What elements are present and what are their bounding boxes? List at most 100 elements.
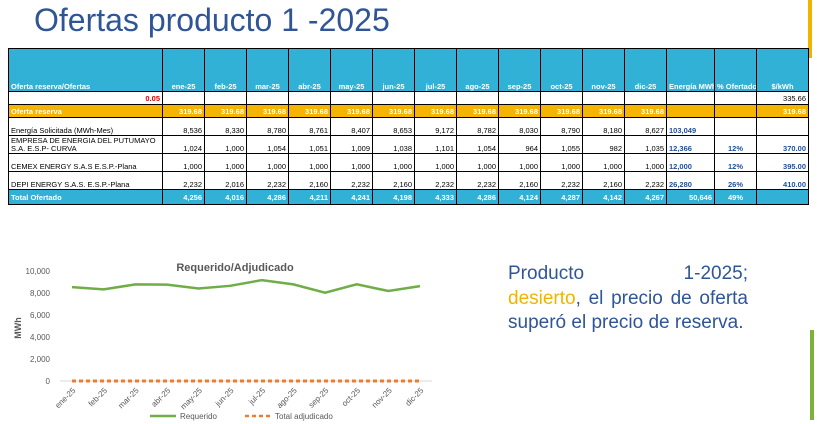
empty-cell — [540, 91, 583, 105]
offer-value: 2,160 — [498, 171, 541, 190]
requested-value: 8,180 — [582, 117, 625, 136]
callout-word-code: 1-2025; — [683, 263, 748, 284]
page-title: Ofertas producto 1 -2025 — [34, 2, 390, 38]
total-value: 4,267 — [624, 189, 667, 205]
total-value: 4,287 — [540, 189, 583, 205]
reserve-value: 319.68 — [414, 104, 457, 118]
offer-value: 2,232 — [246, 171, 289, 190]
offer-price: 370.00 — [756, 135, 809, 154]
offer-value: 2,232 — [330, 171, 373, 190]
offer-price: 410.00 — [756, 171, 809, 190]
y-tick-label: 2,000 — [30, 355, 51, 364]
offer-value: 2,160 — [288, 171, 331, 190]
reserve-value: 319.68 — [498, 104, 541, 118]
offer-total: 12,000 — [666, 153, 715, 172]
offer-value: 2,232 — [414, 171, 457, 190]
x-tick-label: sep-25 — [307, 386, 331, 410]
header-month: abr-25 — [288, 48, 331, 92]
empty-cell — [582, 91, 625, 105]
x-tick-label: abr-25 — [150, 386, 173, 409]
header-month: mar-25 — [246, 48, 289, 92]
x-tick-label: nov-25 — [370, 386, 394, 410]
requested-value: 8,780 — [246, 117, 289, 136]
callout-rest: , el precio de oferta superó el precio d… — [508, 287, 748, 334]
reserve-value: 319.68 — [288, 104, 331, 118]
offer-name: EMPRESA DE ENERGIA DEL PUTUMAYO S.A. E.S… — [8, 135, 163, 154]
reserve-label: Oferta reserva — [8, 104, 163, 118]
accent-bar-green — [810, 330, 814, 420]
header-month: ene-25 — [162, 48, 205, 92]
total-value: 4,286 — [456, 189, 499, 205]
header-month: feb-25 — [204, 48, 247, 92]
x-tick-label: oct-25 — [340, 386, 362, 408]
empty-cell — [246, 91, 289, 105]
total-value: 4,256 — [162, 189, 205, 205]
x-tick-label: ago-25 — [275, 386, 299, 410]
total-value: 4,124 — [498, 189, 541, 205]
reserve-value: 319.68 — [204, 104, 247, 118]
empty-cell — [414, 91, 457, 105]
requested-value: 8,407 — [330, 117, 373, 136]
empty-cell — [498, 91, 541, 105]
header-month: jul-25 — [414, 48, 457, 92]
header-month: oct-25 — [540, 48, 583, 92]
x-tick-label: jul-25 — [246, 386, 267, 407]
legend-label: Requerido — [180, 412, 217, 421]
header-month: ago-25 — [456, 48, 499, 92]
reserve-value: 319.68 — [624, 104, 667, 118]
offer-value: 964 — [498, 135, 541, 154]
y-tick-label: 6,000 — [30, 311, 51, 320]
reserve-value: 319.68 — [540, 104, 583, 118]
offer-value: 1,000 — [540, 153, 583, 172]
offer-value: 982 — [582, 135, 625, 154]
total-label: Total Ofertado — [8, 189, 163, 205]
y-tick-label: 4,000 — [30, 333, 51, 342]
empty-cell — [714, 104, 757, 118]
total-row: Total Ofertado 4,256 4,016 4,286 4,211 4,241 4… — [8, 189, 809, 205]
header-price: $/kWh — [756, 48, 809, 92]
header-month: dic-25 — [624, 48, 667, 92]
empty-cell — [756, 189, 809, 205]
header-energia: Energía MWh-Año — [666, 48, 715, 92]
offer-value: 1,024 — [162, 135, 205, 154]
offer-pct: 12% — [714, 153, 757, 172]
offer-name: DEPI ENERGY S.A.S. E.S.P.-Plana — [8, 171, 163, 190]
x-tick-label: dic-25 — [404, 386, 426, 408]
factor-price: 335.66 — [756, 91, 809, 105]
empty-cell — [714, 117, 757, 136]
callout-text: Producto 1-2025; desierto, el precio de … — [508, 262, 748, 336]
y-tick-label: 8,000 — [30, 289, 51, 298]
y-axis-label: MWh — [13, 317, 23, 339]
offer-value: 1,000 — [288, 153, 331, 172]
reserve-value: 319.68 — [456, 104, 499, 118]
total-value: 4,286 — [246, 189, 289, 205]
offer-value: 1,054 — [456, 135, 499, 154]
requested-total: 103,049 — [666, 117, 715, 136]
offer-value: 1,000 — [456, 153, 499, 172]
offer-name: CEMEX ENERGY S.A.S E.S.P.-Plana — [8, 153, 163, 172]
offers-table: Oferta reserva/Ofertas ene-25 feb-25 mar-25… — [8, 48, 809, 205]
offer-value: 1,035 — [624, 135, 667, 154]
offer-row: CEMEX ENERGY S.A.S E.S.P.-Plana 1,000 1,00… — [8, 153, 809, 172]
offer-value: 2,232 — [624, 171, 667, 190]
total-energy: 50,646 — [666, 189, 715, 205]
offer-value: 1,000 — [582, 153, 625, 172]
empty-cell — [330, 91, 373, 105]
callout-highlight: desierto — [508, 287, 576, 309]
empty-cell — [456, 91, 499, 105]
empty-cell — [288, 91, 331, 105]
offer-value: 1,000 — [204, 153, 247, 172]
x-tick-label: mar-25 — [116, 386, 141, 411]
requested-value: 8,330 — [204, 117, 247, 136]
total-pct: 49% — [714, 189, 757, 205]
empty-cell — [666, 104, 715, 118]
offer-value: 1,000 — [162, 153, 205, 172]
header-month: jun-25 — [372, 48, 415, 92]
reserve-value: 319.68 — [582, 104, 625, 118]
offer-total: 12,366 — [666, 135, 715, 154]
offer-value: 2,016 — [204, 171, 247, 190]
empty-cell — [204, 91, 247, 105]
x-tick-label: ene-25 — [53, 386, 77, 410]
reserve-value: 319.68 — [372, 104, 415, 118]
requested-value: 8,782 — [456, 117, 499, 136]
